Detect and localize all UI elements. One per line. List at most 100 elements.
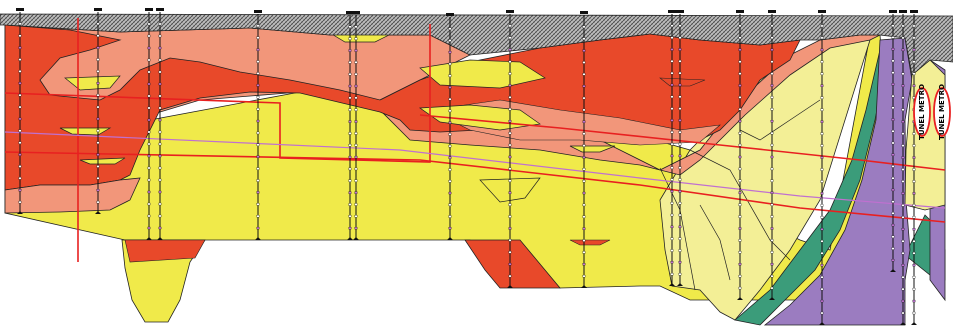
sample-marker	[678, 95, 682, 98]
sample-marker	[891, 106, 895, 109]
borehole-foot	[911, 322, 917, 325]
sample-marker	[678, 202, 682, 205]
sample-marker	[147, 142, 151, 146]
borehole-head	[346, 11, 354, 14]
sample-marker	[158, 70, 162, 74]
sample-marker	[508, 143, 512, 147]
sample-marker	[670, 119, 674, 122]
sample-marker	[348, 179, 352, 182]
sample-marker	[678, 142, 682, 146]
sample-marker	[147, 106, 151, 110]
sample-marker	[582, 49, 586, 52]
sample-marker	[147, 166, 151, 170]
sample-marker	[670, 95, 674, 98]
sample-marker	[147, 214, 151, 218]
borehole	[668, 10, 676, 286]
sample-marker	[901, 299, 905, 303]
clay-pocket-left	[124, 239, 206, 263]
sample-marker	[96, 105, 100, 109]
sample-marker	[901, 156, 905, 159]
sample-marker	[256, 226, 260, 230]
sample-marker	[678, 249, 682, 252]
sample-marker	[508, 108, 512, 111]
borehole-head	[768, 10, 776, 13]
sample-marker	[678, 261, 682, 264]
sample-marker	[770, 108, 774, 111]
sample-marker	[738, 215, 742, 218]
sample-marker	[901, 311, 905, 315]
sample-marker	[820, 144, 824, 147]
sample-marker	[582, 227, 586, 230]
sample-marker	[820, 48, 824, 52]
fill-surface	[0, 13, 953, 76]
sample-marker	[770, 215, 774, 218]
sample-marker	[354, 120, 358, 123]
sample-marker	[147, 178, 151, 182]
sample-marker	[96, 129, 100, 132]
sample-marker	[147, 118, 151, 122]
sample-marker	[582, 85, 586, 88]
sample-marker	[508, 179, 512, 182]
sample-marker	[901, 180, 905, 183]
sample-marker	[670, 225, 674, 229]
borehole-foot	[669, 283, 675, 286]
borehole-foot	[353, 237, 359, 240]
sample-marker	[770, 155, 774, 159]
sample-marker	[891, 118, 895, 121]
sample-marker	[820, 204, 824, 207]
sample-marker	[18, 129, 22, 132]
borehole-head	[446, 13, 454, 16]
sample-marker	[912, 156, 916, 159]
sample-marker	[158, 130, 162, 134]
salmon-clay-base	[4, 177, 141, 214]
sample-marker	[256, 119, 260, 123]
sample-marker	[147, 130, 151, 134]
sample-marker	[448, 180, 452, 183]
sample-marker	[18, 117, 22, 121]
sample-marker	[912, 72, 916, 75]
borehole-head	[94, 8, 102, 11]
sample-marker	[912, 287, 916, 291]
sample-marker	[891, 259, 895, 262]
borehole-foot	[507, 285, 513, 288]
sample-marker	[18, 177, 22, 180]
sample-marker	[354, 61, 358, 64]
borehole-foot	[677, 283, 683, 286]
clay-pocket-middle	[464, 239, 561, 289]
sample-marker	[582, 25, 586, 29]
sample-marker	[678, 107, 682, 110]
borehole-foot	[819, 322, 825, 325]
sample-marker	[348, 120, 352, 123]
sample-marker	[508, 191, 512, 194]
sample-marker	[670, 166, 674, 169]
sample-marker	[147, 58, 151, 62]
sample-marker	[348, 84, 352, 88]
sample-marker	[354, 227, 358, 230]
borehole	[818, 10, 826, 325]
sample-marker	[670, 202, 674, 205]
sample-marker	[18, 82, 22, 85]
sample-marker	[354, 203, 358, 206]
sample-marker	[770, 191, 774, 194]
sample-marker	[96, 94, 100, 97]
sample-marker	[901, 252, 905, 255]
sample-marker	[820, 60, 824, 63]
sample-marker	[670, 178, 674, 181]
sample-marker	[901, 108, 905, 111]
sample-marker	[147, 226, 151, 230]
sample-marker	[448, 109, 452, 113]
sample-marker	[256, 143, 260, 146]
sample-marker	[901, 96, 905, 99]
borehole	[580, 11, 588, 288]
sample-marker	[901, 204, 905, 207]
sample-marker	[354, 179, 358, 182]
sample-marker	[147, 154, 151, 158]
sample-marker	[354, 25, 358, 28]
sample-marker	[348, 215, 352, 218]
sample-marker	[901, 240, 905, 243]
sample-marker	[147, 70, 151, 74]
sample-marker	[256, 155, 260, 158]
sample-marker	[96, 200, 100, 204]
borehole-foot	[146, 237, 152, 240]
borehole-head	[899, 10, 907, 13]
